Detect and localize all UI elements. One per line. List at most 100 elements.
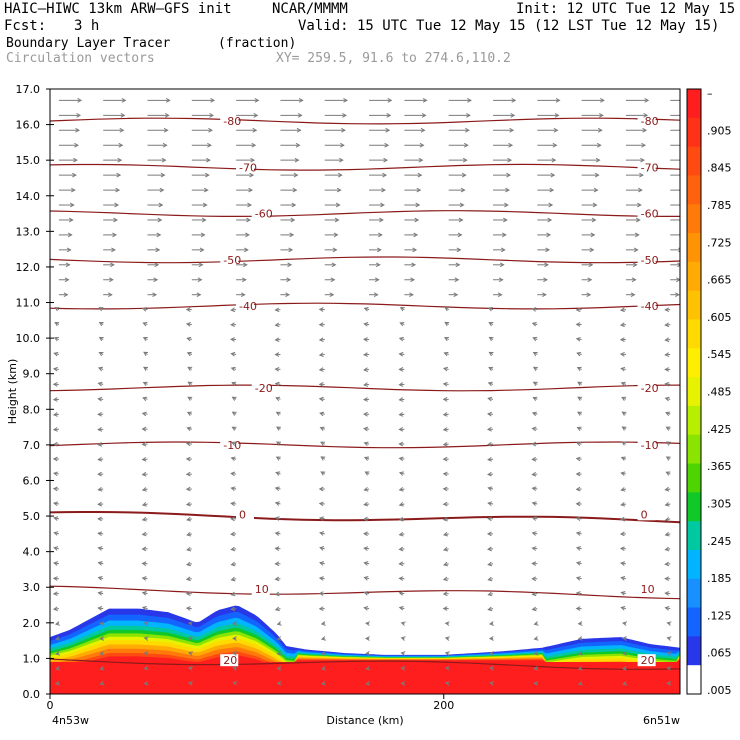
vector-arrowhead bbox=[575, 501, 581, 507]
vector-arrowhead bbox=[52, 486, 58, 492]
vector-arrowhead bbox=[319, 561, 325, 566]
vector-arrowhead bbox=[387, 98, 393, 103]
vector-arrowhead bbox=[187, 396, 193, 401]
contour-label: -50 bbox=[223, 254, 241, 267]
vector-arrowhead bbox=[274, 337, 280, 343]
vector-arrowhead bbox=[620, 487, 626, 492]
vector-arrowhead bbox=[666, 651, 672, 656]
vector-arrowhead bbox=[487, 591, 493, 597]
vector-arrowhead bbox=[156, 232, 162, 238]
vector-arrowhead bbox=[231, 396, 237, 401]
vector-arrowhead bbox=[141, 411, 147, 417]
vector-arrowhead bbox=[187, 366, 193, 372]
vector-arrowhead bbox=[318, 576, 324, 581]
vector-arrowhead bbox=[385, 127, 391, 133]
vector-arrowhead bbox=[398, 441, 404, 447]
vector-arrowhead bbox=[555, 98, 561, 103]
contour-label: -20 bbox=[641, 382, 659, 395]
vector-arrowhead bbox=[230, 486, 236, 492]
vector-arrowhead bbox=[250, 157, 256, 163]
contour-label: -70 bbox=[641, 161, 659, 174]
vector-arrowhead bbox=[487, 307, 493, 312]
vector-arrowhead bbox=[186, 516, 192, 522]
vector-arrowhead bbox=[99, 665, 105, 671]
colorbar-swatch bbox=[687, 521, 701, 551]
vector-arrowhead bbox=[511, 98, 517, 103]
vector-arrowhead bbox=[187, 666, 193, 671]
vector-arrowhead bbox=[363, 337, 368, 342]
vector-field-name: Circulation vectors bbox=[6, 51, 155, 66]
contour-label: -80 bbox=[641, 115, 659, 128]
vector-arrowhead bbox=[577, 651, 583, 656]
vector-arrowhead bbox=[52, 591, 58, 597]
vector-arrowhead bbox=[143, 621, 149, 626]
vector-arrowhead bbox=[442, 591, 448, 597]
vector-arrowhead bbox=[442, 471, 448, 477]
vector-arrowhead bbox=[331, 262, 337, 268]
colorbar-label: .545 bbox=[707, 348, 732, 361]
vector-arrowhead bbox=[276, 636, 282, 641]
vector-arrowhead bbox=[632, 262, 638, 268]
vector-arrowhead bbox=[152, 292, 158, 298]
vector-arrowhead bbox=[110, 262, 115, 268]
vector-arrowhead bbox=[186, 426, 192, 432]
vector-arrowhead bbox=[531, 321, 537, 327]
vector-arrowhead bbox=[444, 636, 450, 641]
vector-arrowhead bbox=[55, 621, 61, 626]
vector-arrowhead bbox=[399, 307, 405, 312]
vector-arrowhead bbox=[275, 396, 281, 402]
colorbar-label: – bbox=[707, 87, 713, 100]
vector-arrowhead bbox=[208, 127, 213, 133]
vector-arrowhead bbox=[531, 576, 537, 582]
vector-arrowhead bbox=[416, 187, 422, 193]
vector-arrowhead bbox=[508, 142, 514, 148]
vector-arrowhead bbox=[531, 561, 537, 566]
vector-arrowhead bbox=[443, 546, 449, 552]
vector-arrowhead bbox=[185, 322, 191, 327]
vector-arrowhead bbox=[141, 502, 147, 507]
vector-arrowhead bbox=[55, 636, 61, 641]
vector-arrowhead bbox=[488, 351, 494, 357]
vector-arrowhead bbox=[52, 412, 58, 417]
vector-arrowhead bbox=[363, 531, 368, 537]
vector-arrowhead bbox=[53, 561, 58, 566]
vector-arrowhead bbox=[409, 292, 414, 298]
colorbar-label: .905 bbox=[707, 124, 732, 137]
vector-arrowhead bbox=[187, 681, 193, 686]
vector-arrowhead bbox=[200, 232, 206, 238]
vector-arrowhead bbox=[532, 366, 538, 372]
vector-arrowhead bbox=[240, 292, 246, 298]
vector-arrowhead bbox=[620, 590, 626, 596]
vector-arrowhead bbox=[116, 172, 122, 178]
vector-arrowhead bbox=[276, 666, 282, 671]
contour-label-bg bbox=[236, 508, 254, 521]
vector-arrowhead bbox=[363, 516, 368, 522]
vector-arrowhead bbox=[375, 262, 381, 268]
vector-arrowhead bbox=[73, 157, 78, 163]
vector-arrowhead bbox=[245, 232, 250, 238]
vector-arrowhead bbox=[664, 396, 670, 402]
vector-arrowhead bbox=[318, 396, 324, 402]
vector-arrowhead bbox=[343, 98, 348, 103]
vector-arrowhead bbox=[97, 366, 103, 372]
vector-arrowhead bbox=[142, 396, 148, 402]
vector-arrowhead bbox=[115, 187, 121, 193]
contour-line bbox=[50, 384, 680, 392]
y-tick-label: 14.0 bbox=[16, 190, 41, 203]
vector-arrowhead bbox=[143, 651, 149, 656]
vector-arrowhead bbox=[97, 471, 102, 477]
vector-arrowhead bbox=[420, 127, 426, 133]
colorbar-label: .245 bbox=[707, 535, 732, 548]
vector-arrowhead bbox=[249, 172, 255, 178]
colorbar-label: .725 bbox=[707, 236, 732, 249]
vector-arrowhead bbox=[531, 546, 537, 551]
vector-arrowhead bbox=[586, 292, 592, 298]
contour-label: -60 bbox=[641, 208, 659, 221]
vector-arrowhead bbox=[664, 546, 670, 552]
vector-arrowhead bbox=[577, 621, 583, 626]
vector-arrowhead bbox=[413, 232, 419, 238]
contour-label-bg bbox=[236, 300, 254, 313]
vector-arrowhead bbox=[398, 471, 404, 476]
vector-arrowhead bbox=[576, 351, 582, 357]
vector-arrowhead bbox=[340, 142, 345, 148]
